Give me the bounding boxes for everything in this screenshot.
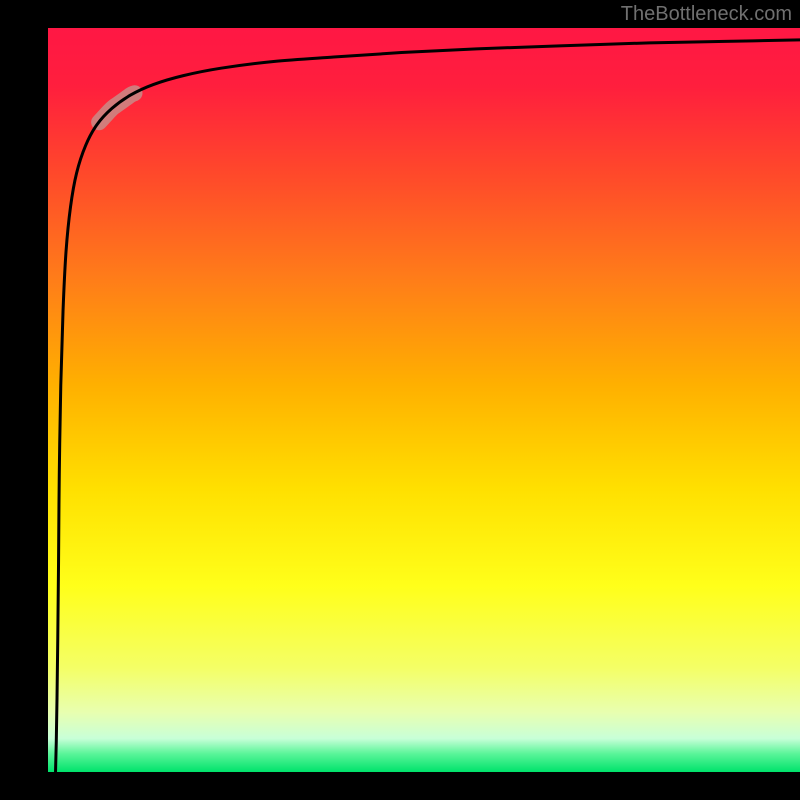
bottleneck-curve (56, 40, 800, 772)
watermark-text: TheBottleneck.com (621, 3, 792, 26)
curve-layer (48, 28, 800, 772)
plot-area (48, 28, 800, 772)
chart-root: TheBottleneck.com (0, 0, 800, 800)
